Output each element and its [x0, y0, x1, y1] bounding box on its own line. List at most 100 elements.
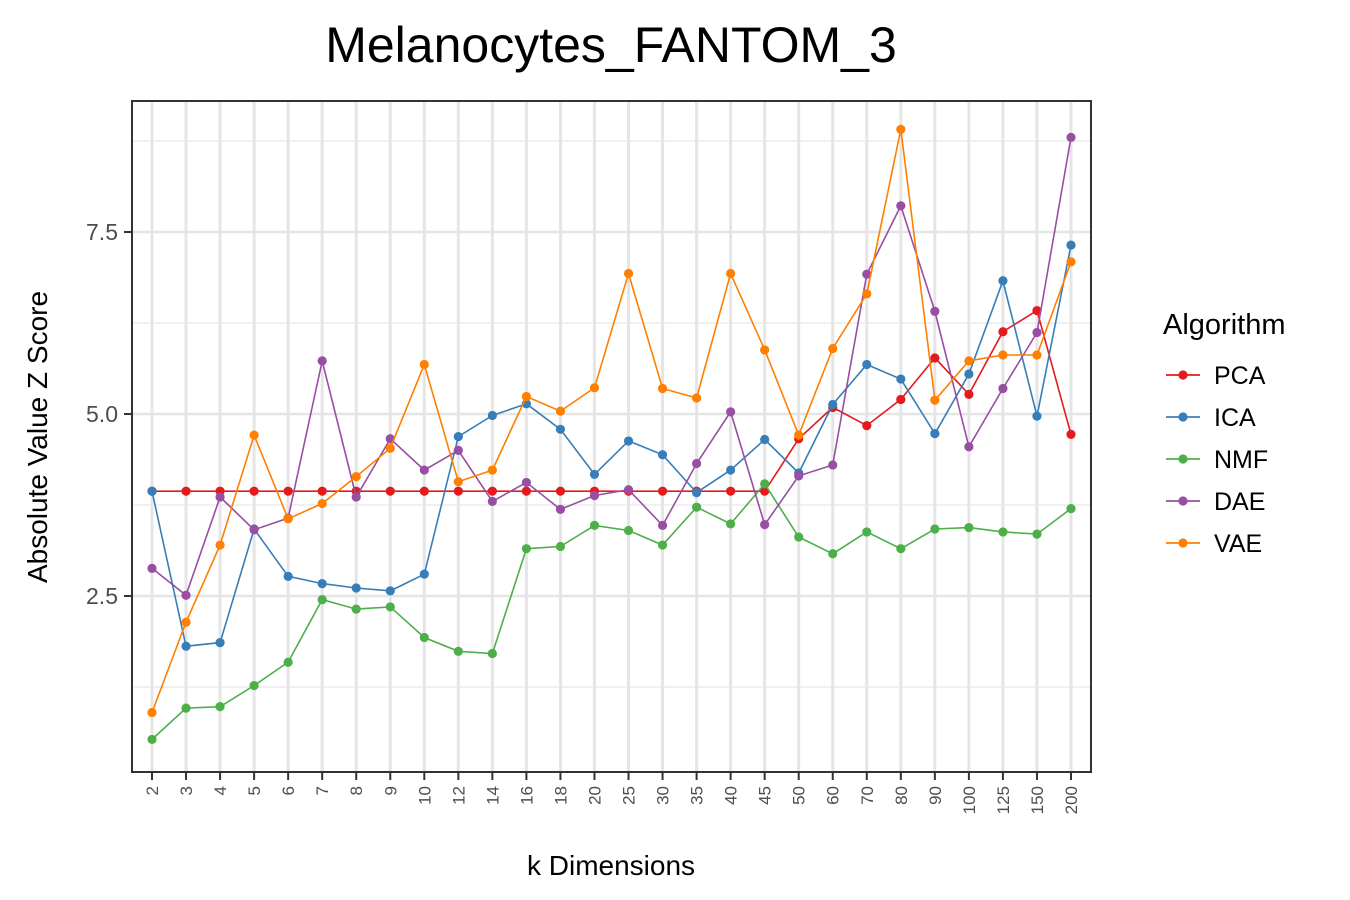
legend-label-vae: VAE [1214, 530, 1262, 558]
x-tick-label: 60 [824, 786, 843, 805]
legend: Algorithm PCA ICA NMF DAE VAE [1163, 309, 1286, 558]
data-point-nmf [760, 479, 770, 489]
legend-label-nmf: NMF [1214, 446, 1268, 474]
data-point-ica [589, 469, 600, 480]
data-point-dae [419, 465, 429, 475]
data-point-vae [896, 124, 906, 134]
data-point-vae [453, 477, 463, 487]
data-point-pca [453, 486, 463, 496]
series-layer [147, 124, 1076, 745]
data-point-vae [487, 465, 497, 475]
data-point-nmf [249, 680, 259, 691]
legend-item-pca: PCA [1166, 362, 1266, 390]
data-point-dae [794, 471, 804, 481]
data-point-nmf [691, 502, 702, 512]
x-tick-label: 30 [654, 786, 673, 805]
data-point-nmf [623, 525, 634, 536]
data-point-vae [181, 617, 191, 627]
data-point-dae [691, 458, 702, 469]
x-tick-label: 100 [960, 786, 979, 814]
legend-key-point [1178, 454, 1188, 464]
data-point-nmf [964, 522, 974, 533]
data-point-ica [623, 436, 634, 446]
data-point-nmf [317, 595, 327, 605]
data-point-dae [623, 485, 634, 495]
data-point-vae [760, 345, 770, 355]
data-point-nmf [794, 532, 804, 542]
data-point-ica [1066, 240, 1076, 250]
data-point-nmf [726, 519, 736, 529]
data-point-vae [657, 383, 668, 394]
x-tick-label: 7 [313, 786, 332, 795]
data-point-pca [181, 486, 191, 496]
data-point-vae [351, 472, 361, 482]
data-point-vae [828, 343, 838, 354]
data-point-pca [555, 486, 566, 496]
series-vae [147, 124, 1076, 718]
data-point-ica [147, 486, 157, 496]
data-point-nmf [1066, 504, 1076, 514]
data-point-ica [930, 429, 940, 439]
data-point-ica [828, 399, 838, 410]
data-point-pca [249, 486, 259, 496]
data-point-nmf [351, 604, 361, 614]
data-point-pca [521, 486, 532, 496]
data-point-dae [147, 563, 157, 573]
x-tick-label: 40 [722, 786, 741, 805]
series-line-ica [151, 244, 1072, 648]
series-line-vae [151, 129, 1072, 713]
data-point-vae [249, 430, 259, 440]
data-point-nmf [283, 657, 293, 667]
data-point-pca [726, 486, 736, 496]
data-point-vae [1032, 350, 1042, 360]
data-point-pca [283, 486, 293, 496]
data-point-pca [862, 421, 872, 431]
y-axis-ticks: 2.5 5.0 7.5 [86, 219, 132, 609]
data-point-pca [385, 486, 395, 496]
y-axis-title: Absolute Value Z Score [22, 291, 53, 583]
data-point-dae [181, 590, 191, 600]
data-point-dae [249, 525, 259, 535]
x-tick-label: 35 [688, 786, 707, 805]
data-point-ica [1032, 411, 1042, 421]
data-point-vae [419, 359, 429, 370]
data-point-pca [419, 486, 429, 496]
data-point-nmf [487, 648, 497, 659]
data-point-dae [998, 383, 1008, 394]
data-point-dae [726, 407, 736, 417]
y-tick-label: 5.0 [86, 401, 118, 427]
data-point-nmf [896, 544, 906, 554]
data-point-dae [930, 306, 940, 316]
data-point-vae [521, 391, 532, 402]
data-point-dae [487, 496, 497, 506]
x-tick-label: 2 [143, 786, 162, 795]
y-tick-label: 7.5 [86, 219, 118, 245]
legend-label-dae: DAE [1214, 488, 1265, 516]
x-tick-label: 90 [926, 786, 945, 805]
x-tick-label: 9 [381, 786, 400, 795]
data-point-pca [930, 353, 940, 363]
data-point-ica [691, 488, 702, 498]
data-point-ica [657, 450, 668, 460]
data-point-pca [487, 486, 497, 496]
data-point-nmf [828, 549, 838, 559]
data-point-dae [555, 504, 566, 514]
x-tick-label: 25 [620, 786, 639, 805]
x-tick-label: 6 [279, 786, 298, 795]
legend-item-nmf: NMF [1166, 446, 1268, 474]
data-point-ica [317, 579, 327, 589]
legend-item-vae: VAE [1166, 530, 1262, 558]
x-tick-label: 12 [449, 786, 468, 805]
data-point-dae [862, 269, 872, 279]
data-point-dae [760, 520, 770, 530]
data-point-pca [657, 486, 668, 496]
data-point-nmf [930, 524, 940, 534]
data-point-nmf [589, 520, 600, 530]
data-point-dae [317, 356, 327, 366]
data-point-nmf [862, 527, 872, 537]
data-point-ica [555, 424, 566, 434]
data-point-pca [317, 486, 327, 496]
legend-key-point [1178, 412, 1188, 422]
data-point-vae [317, 498, 327, 509]
series-line-nmf [151, 482, 1072, 740]
